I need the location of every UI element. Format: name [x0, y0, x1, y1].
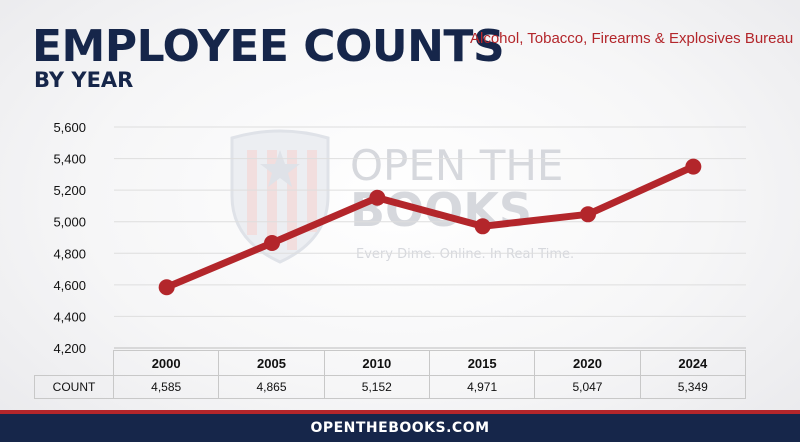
line-chart: OPEN THE BOOKS Every Dime. Online. In Re…	[53, 120, 746, 356]
watermark-tagline: Every Dime. Online. In Real Time.	[356, 247, 574, 262]
data-point	[264, 235, 280, 252]
y-tick-label: 4,600	[53, 278, 86, 293]
table-corner-cell	[35, 351, 114, 376]
watermark-line1: OPEN THE	[350, 141, 563, 190]
y-tick-label: 5,400	[53, 152, 86, 167]
year-cell: 2024	[639, 350, 747, 376]
chart-subtitle: BY YEAR	[34, 68, 134, 92]
data-point	[369, 189, 386, 206]
count-cell: 5,349	[639, 375, 747, 399]
data-point	[474, 218, 491, 235]
count-cell: 5,152	[323, 375, 430, 399]
year-cell: 2005	[218, 350, 325, 376]
y-axis-ticks: 5,600 5,400 5,200 5,000 4,800 4,600 4,400 4,200	[53, 120, 86, 356]
count-cell: 5,047	[534, 375, 641, 399]
year-cell: 2020	[534, 350, 641, 376]
series-line	[158, 158, 702, 296]
gridlines	[114, 126, 746, 349]
y-tick-label: 5,200	[53, 183, 86, 198]
table-header-row: 2000 2005 2010 2015 2020 2024	[35, 350, 747, 376]
y-tick-label: 4,400	[53, 309, 86, 324]
y-tick-label: 4,200	[53, 341, 86, 356]
data-table: 2000 2005 2010 2015 2020 2024 COUNT 4,58…	[34, 350, 747, 399]
chart-title: EMPLOYEE COUNTS	[32, 21, 505, 72]
footer-site: OPENTHEBOOKS.COM	[0, 414, 800, 442]
count-cell: 4,971	[428, 375, 536, 399]
row-label: COUNT	[34, 375, 114, 399]
y-tick-label: 5,600	[53, 120, 86, 135]
data-point	[685, 158, 702, 175]
year-cell: 2000	[112, 350, 220, 376]
data-point	[580, 206, 596, 223]
year-cell: 2010	[323, 350, 430, 376]
y-tick-label: 5,000	[53, 215, 86, 230]
count-cell: 4,585	[112, 375, 220, 399]
data-point	[158, 279, 175, 296]
agency-name: Alcohol, Tobacco, Firearms & Explosives …	[470, 30, 794, 47]
series-polyline	[163, 163, 697, 291]
year-cell: 2015	[428, 350, 536, 376]
footer-stripe	[0, 410, 800, 414]
watermark: OPEN THE BOOKS Every Dime. Online. In Re…	[230, 129, 574, 264]
y-tick-label: 4,800	[53, 246, 86, 261]
count-cell: 4,865	[218, 375, 325, 399]
table-row: COUNT 4,585 4,865 5,152 4,971 5,047 5,34…	[34, 375, 747, 399]
